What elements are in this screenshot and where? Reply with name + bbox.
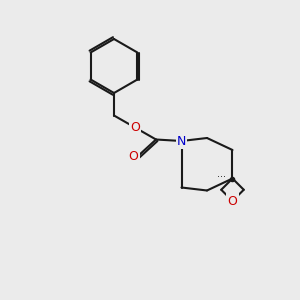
Text: O: O <box>129 149 138 163</box>
Text: N: N <box>177 134 186 148</box>
Text: O: O <box>228 194 237 208</box>
Text: ···: ··· <box>218 172 226 182</box>
Text: O: O <box>130 121 140 134</box>
